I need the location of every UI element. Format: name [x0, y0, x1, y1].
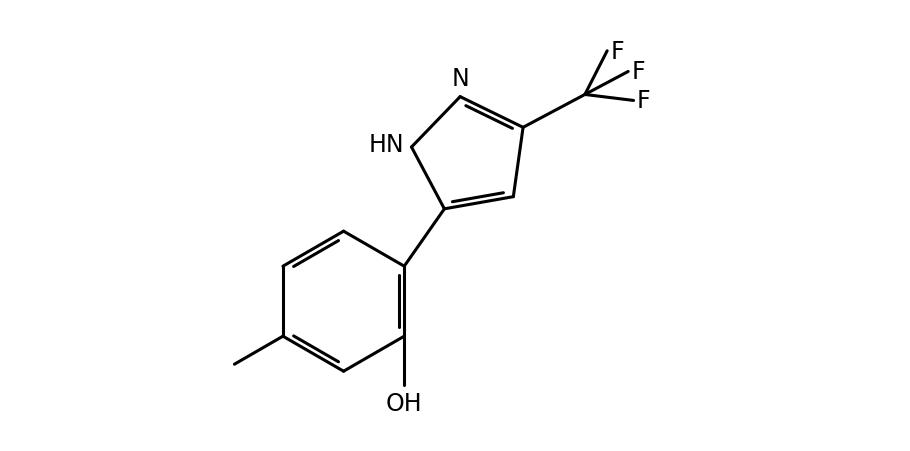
- Text: HN: HN: [369, 132, 405, 156]
- Text: F: F: [611, 40, 624, 64]
- Text: F: F: [632, 60, 645, 84]
- Text: F: F: [637, 89, 651, 113]
- Text: N: N: [451, 66, 469, 91]
- Text: OH: OH: [386, 391, 422, 415]
